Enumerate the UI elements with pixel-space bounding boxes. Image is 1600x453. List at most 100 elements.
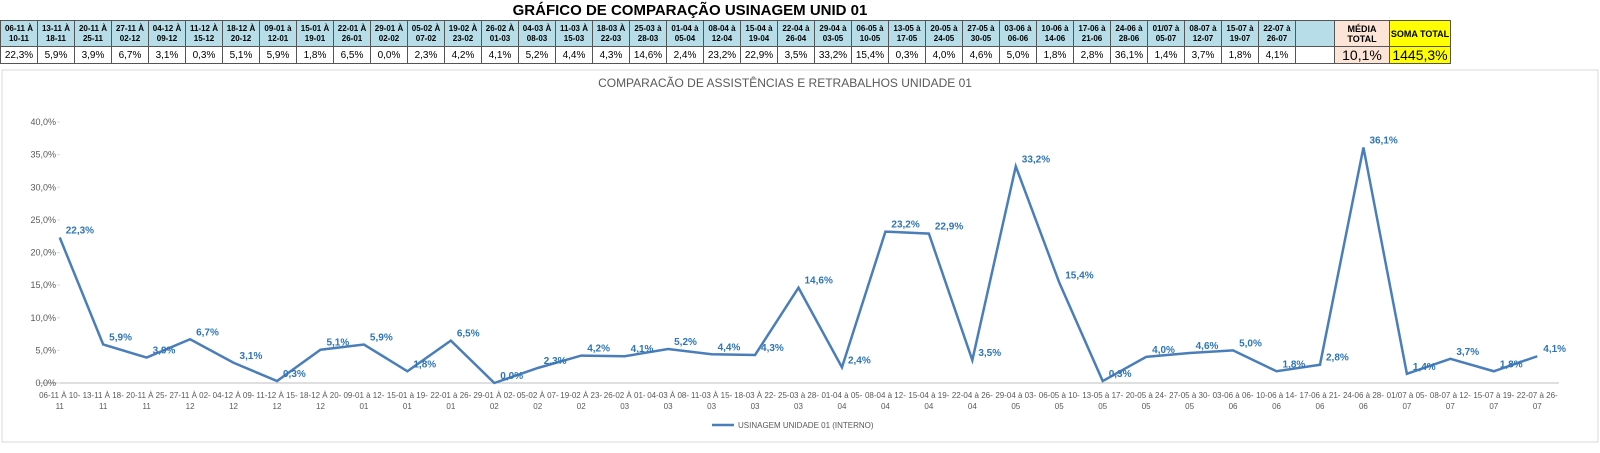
data-label: 6,7% <box>196 327 219 338</box>
data-label: 4,6% <box>1196 341 1219 352</box>
data-line <box>58 147 1538 385</box>
data-label: 4,2% <box>587 344 610 355</box>
x-tick-label: 29-01 À 02-02 <box>473 391 515 411</box>
header-cell: 27-11 À 02-12 <box>111 20 149 47</box>
data-label: 0,0% <box>500 371 523 382</box>
header-cell: 29-04 à 03-05 <box>814 20 852 47</box>
x-tick-label: 04-03 À 08-03 <box>647 391 689 411</box>
data-label: 5,9% <box>370 333 393 344</box>
data-label: 6,5% <box>457 329 480 340</box>
data-table: 06-11 À 10-11 13-11 À 18-11 20-11 À 25-11 2… <box>0 20 1451 64</box>
header-cell: 18-12 À 20-12 <box>222 20 260 47</box>
x-tick-label: 11-12 À 15-12 <box>256 391 298 411</box>
data-label: 3,1% <box>240 351 263 362</box>
x-tick-label: 15-01 à 19-01 <box>387 391 428 411</box>
value-cell: 4,1% <box>481 46 519 64</box>
y-tick-label: 25,0% <box>30 215 56 225</box>
header-cell: 15-04 à 19-04 <box>740 20 778 47</box>
value-cell: 3,5% <box>777 46 815 64</box>
x-tick-label: 13-11 À 18-11 <box>83 391 125 411</box>
media-header: MÉDIA TOTAL <box>1334 20 1390 47</box>
x-tick-label: 01-04 à 05-04 <box>821 391 862 411</box>
data-label: 4,1% <box>1543 344 1566 355</box>
x-tick-label: 11-03 À 15-03 <box>691 391 733 411</box>
x-tick-label: 18-12 À 20-12 <box>300 391 342 411</box>
value-cell: 4,4% <box>555 46 593 64</box>
x-tick-label: 22-01 à 26-01 <box>430 391 471 411</box>
x-tick-label: 06-11 À 10-11 <box>39 391 81 411</box>
x-tick-label: 03-06 à 06-06 <box>1213 391 1254 411</box>
data-label: 4,1% <box>631 344 654 355</box>
x-tick-label: 26-02 À 01-03 <box>604 391 646 411</box>
x-tick-label: 20-05 à 24-05 <box>1126 391 1167 411</box>
value-cell: 5,2% <box>518 46 556 64</box>
header-cell: 25-03 à 28-03 <box>629 20 667 47</box>
value-cell: 5,1% <box>222 46 260 64</box>
x-tick-label: 24-06 à 28-06 <box>1343 391 1384 411</box>
x-tick-label: 18-03 À 22-03 <box>734 391 776 411</box>
data-label: 1,8% <box>1283 359 1306 370</box>
value-cell: 6,7% <box>111 46 149 64</box>
y-tick-label: 0,0% <box>35 378 56 388</box>
data-label: 3,9% <box>153 346 176 357</box>
header-cell: 29-01 À 02-02 <box>370 20 408 47</box>
x-tick-label: 29-04 à 03-05 <box>995 391 1036 411</box>
value-cell: 5,9% <box>37 46 75 64</box>
header-cell: 19-02 À 23-02 <box>444 20 482 47</box>
y-tick-label: 35,0% <box>30 150 56 160</box>
x-tick-label: 27-05 à 30-05 <box>1169 391 1210 411</box>
media-value: 10,1% <box>1334 46 1390 64</box>
soma-value: 1445,3% <box>1389 46 1451 64</box>
header-cell: 11-12 À 15-12 <box>185 20 223 47</box>
x-tick-label: 08-04 à 12-04 <box>865 391 906 411</box>
data-label: 3,5% <box>978 348 1001 359</box>
header-cell: 22-04 à 26-04 <box>777 20 815 47</box>
data-label: 22,9% <box>935 222 963 233</box>
data-label: 33,2% <box>1022 154 1050 165</box>
x-tick-label: 10-06 à 14-06 <box>1256 391 1297 411</box>
header-cell: 20-11 À 25-11 <box>74 20 112 47</box>
y-tick-label: 20,0% <box>30 248 56 258</box>
data-label: 14,6% <box>805 276 833 287</box>
x-tick-label: 05-02 À 07-02 <box>517 391 559 411</box>
x-tick-label: 22-04 à 26-04 <box>952 391 993 411</box>
data-label: 15,4% <box>1065 271 1093 282</box>
data-label: 23,2% <box>891 220 919 231</box>
value-cell: 2,3% <box>407 46 445 64</box>
header-cell: 09-01 à 12-01 <box>259 20 297 47</box>
x-tick-label: 19-02 À 23-02 <box>560 391 602 411</box>
legend-label: USINAGEM UNIDADE 01 (INTERNO) <box>738 421 874 430</box>
x-tick-label: 08-07 à 12-07 <box>1430 391 1471 411</box>
data-label: 3,7% <box>1456 347 1479 358</box>
header-cell: 04-03 À 08-03 <box>518 20 556 47</box>
header-cell: 10-06 à 14-06 <box>1036 20 1074 47</box>
sheet-title: GRÁFICO DE COMPARAÇÃO USINAGEM UNID 01 <box>512 2 868 19</box>
data-label: 1,8% <box>413 359 436 370</box>
header-cell: 04-12 À 09-12 <box>148 20 186 47</box>
data-label: 36,1% <box>1369 135 1397 146</box>
data-label: 2,3% <box>544 356 567 367</box>
header-cell: 08-07 à 12-07 <box>1184 20 1222 47</box>
data-label: 5,9% <box>109 333 132 344</box>
header-cell: 17-06 à 21-06 <box>1073 20 1111 47</box>
data-label: 0,3% <box>283 369 306 380</box>
data-label: 1,4% <box>1413 362 1436 373</box>
x-tick-label: 06-05 à 10-05 <box>1039 391 1080 411</box>
x-tick-label: 13-05 à 17-05 <box>1082 391 1123 411</box>
x-tick-label: 25-03 à 28-03 <box>778 391 819 411</box>
y-tick-label: 30,0% <box>30 182 56 192</box>
data-label: 2,8% <box>1326 353 1349 364</box>
data-label: 0,3% <box>1109 369 1132 380</box>
header-cell: 15-07 à 19-07 <box>1221 20 1259 47</box>
data-label: 5,1% <box>326 338 349 349</box>
chart-frame <box>1 69 1599 443</box>
x-tick-label: 20-11 À 25-11 <box>126 391 168 411</box>
x-tick-label: 15-04 à 19-04 <box>908 391 949 411</box>
empty-cell <box>1295 20 1335 47</box>
header-cell: 15-01 À 19-01 <box>296 20 334 47</box>
header-cell: 03-06 à 06-06 <box>999 20 1037 47</box>
header-cell: 05-02 À 07-02 <box>407 20 445 47</box>
header-cell: 11-03 À 15-03 <box>555 20 593 47</box>
